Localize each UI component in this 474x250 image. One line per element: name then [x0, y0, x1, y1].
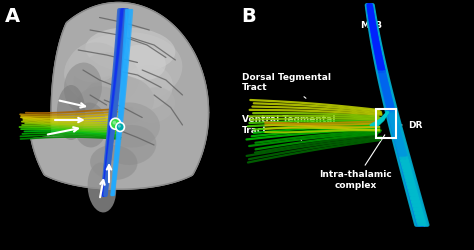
- Text: MFB: MFB: [360, 20, 382, 30]
- Ellipse shape: [118, 45, 166, 80]
- Ellipse shape: [57, 85, 85, 140]
- Text: Ventral Tegmental
Tract: Ventral Tegmental Tract: [242, 115, 335, 140]
- Ellipse shape: [85, 28, 175, 72]
- Ellipse shape: [73, 102, 107, 148]
- Circle shape: [110, 118, 120, 129]
- Text: DR: DR: [401, 120, 422, 130]
- Ellipse shape: [133, 87, 175, 123]
- Circle shape: [118, 124, 121, 128]
- Ellipse shape: [121, 65, 173, 110]
- Ellipse shape: [69, 42, 121, 82]
- Circle shape: [112, 121, 116, 124]
- Text: B: B: [242, 8, 256, 26]
- Ellipse shape: [101, 102, 160, 148]
- Ellipse shape: [76, 86, 123, 124]
- Ellipse shape: [64, 32, 182, 108]
- Ellipse shape: [83, 75, 154, 125]
- Ellipse shape: [64, 62, 102, 112]
- Text: A: A: [5, 8, 20, 26]
- Text: Dorsal Tegmental
Tract: Dorsal Tegmental Tract: [242, 73, 331, 98]
- Bar: [375, 109, 396, 138]
- Polygon shape: [31, 2, 209, 189]
- Ellipse shape: [73, 52, 140, 108]
- Ellipse shape: [88, 162, 116, 212]
- Text: Intra-thalamic
complex: Intra-thalamic complex: [319, 135, 392, 190]
- Ellipse shape: [90, 145, 137, 180]
- Ellipse shape: [104, 125, 156, 165]
- Circle shape: [116, 122, 124, 132]
